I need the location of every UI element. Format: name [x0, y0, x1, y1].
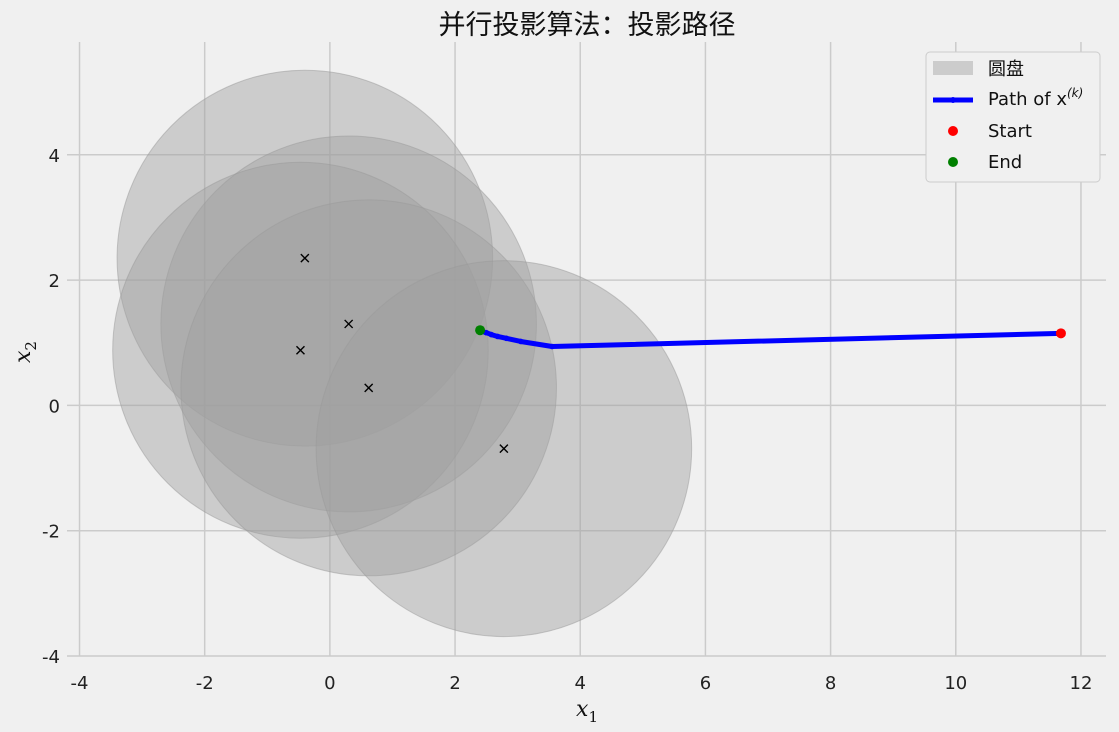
- disk-center-stroke: [364, 383, 374, 393]
- x-axis-label: x1: [576, 697, 598, 726]
- y-axis-label: x2: [11, 341, 40, 363]
- y-tick-label: -4: [42, 647, 60, 668]
- x-axis-label-subscript: 1: [588, 708, 598, 726]
- center-markers-layer: [295, 253, 509, 454]
- legend-label-path: Path of x(k): [988, 86, 1083, 110]
- disk-center-stroke: [344, 319, 354, 329]
- path-point: [503, 335, 510, 342]
- legend-label-start: Start: [988, 121, 1032, 142]
- y-tick-label: 2: [49, 271, 60, 292]
- disk-center-stroke: [300, 253, 310, 263]
- x-tick-label: 4: [575, 673, 586, 694]
- legend-marker-start: [948, 126, 958, 136]
- legend-swatch-path-marker: [950, 97, 956, 103]
- path-point: [494, 333, 501, 340]
- y-axis-label-subscript: 2: [22, 341, 40, 351]
- disk-center-marker: [300, 253, 310, 263]
- x-tick-label: -4: [71, 673, 89, 694]
- end-marker: [475, 325, 486, 336]
- disk-center-marker: [344, 319, 354, 329]
- y-tick-label: 4: [49, 146, 60, 167]
- disk-center-marker: [364, 383, 374, 393]
- y-tick-labels: -4 -2 0 2 4: [42, 146, 60, 668]
- legend-swatch-disk: [933, 61, 973, 75]
- legend-label-end: End: [988, 152, 1022, 173]
- y-tick-label: -2: [42, 522, 60, 543]
- x-tick-label: 10: [944, 673, 967, 694]
- x-tick-label: 12: [1070, 673, 1093, 694]
- disk-center-stroke: [499, 444, 509, 454]
- x-tick-label: -2: [196, 673, 214, 694]
- legend-label-path-main: Path of x: [988, 89, 1067, 110]
- legend-frame: [925, 51, 1101, 183]
- x-tick-label: 2: [449, 673, 460, 694]
- legend-marker-end: [948, 157, 958, 167]
- legend-label-disk: 圆盘: [988, 59, 1024, 80]
- x-axis-label-main: x: [576, 697, 589, 722]
- path-point: [517, 338, 524, 345]
- start-marker: [1055, 328, 1066, 339]
- disk-center-stroke: [295, 345, 305, 355]
- path-point: [488, 331, 495, 338]
- legend: 圆盘 Path of x(k) Start End: [925, 51, 1101, 183]
- y-axis-label-main: x: [11, 350, 36, 363]
- x-tick-labels: -4 -2 0 2 4 6 8 10 12: [71, 673, 1093, 694]
- x-tick-label: 6: [700, 673, 711, 694]
- disk-center-marker: [499, 444, 509, 454]
- path-point: [549, 343, 555, 350]
- y-tick-label: 0: [49, 396, 60, 417]
- x-tick-label: 8: [825, 673, 836, 694]
- disk-center-marker: [295, 345, 305, 355]
- endpoint-markers-layer: [475, 325, 1066, 339]
- x-tick-label: 0: [324, 673, 335, 694]
- legend-label-path-superscript: (k): [1067, 86, 1083, 100]
- chart-title: 并行投影算法：投影路径: [439, 10, 736, 41]
